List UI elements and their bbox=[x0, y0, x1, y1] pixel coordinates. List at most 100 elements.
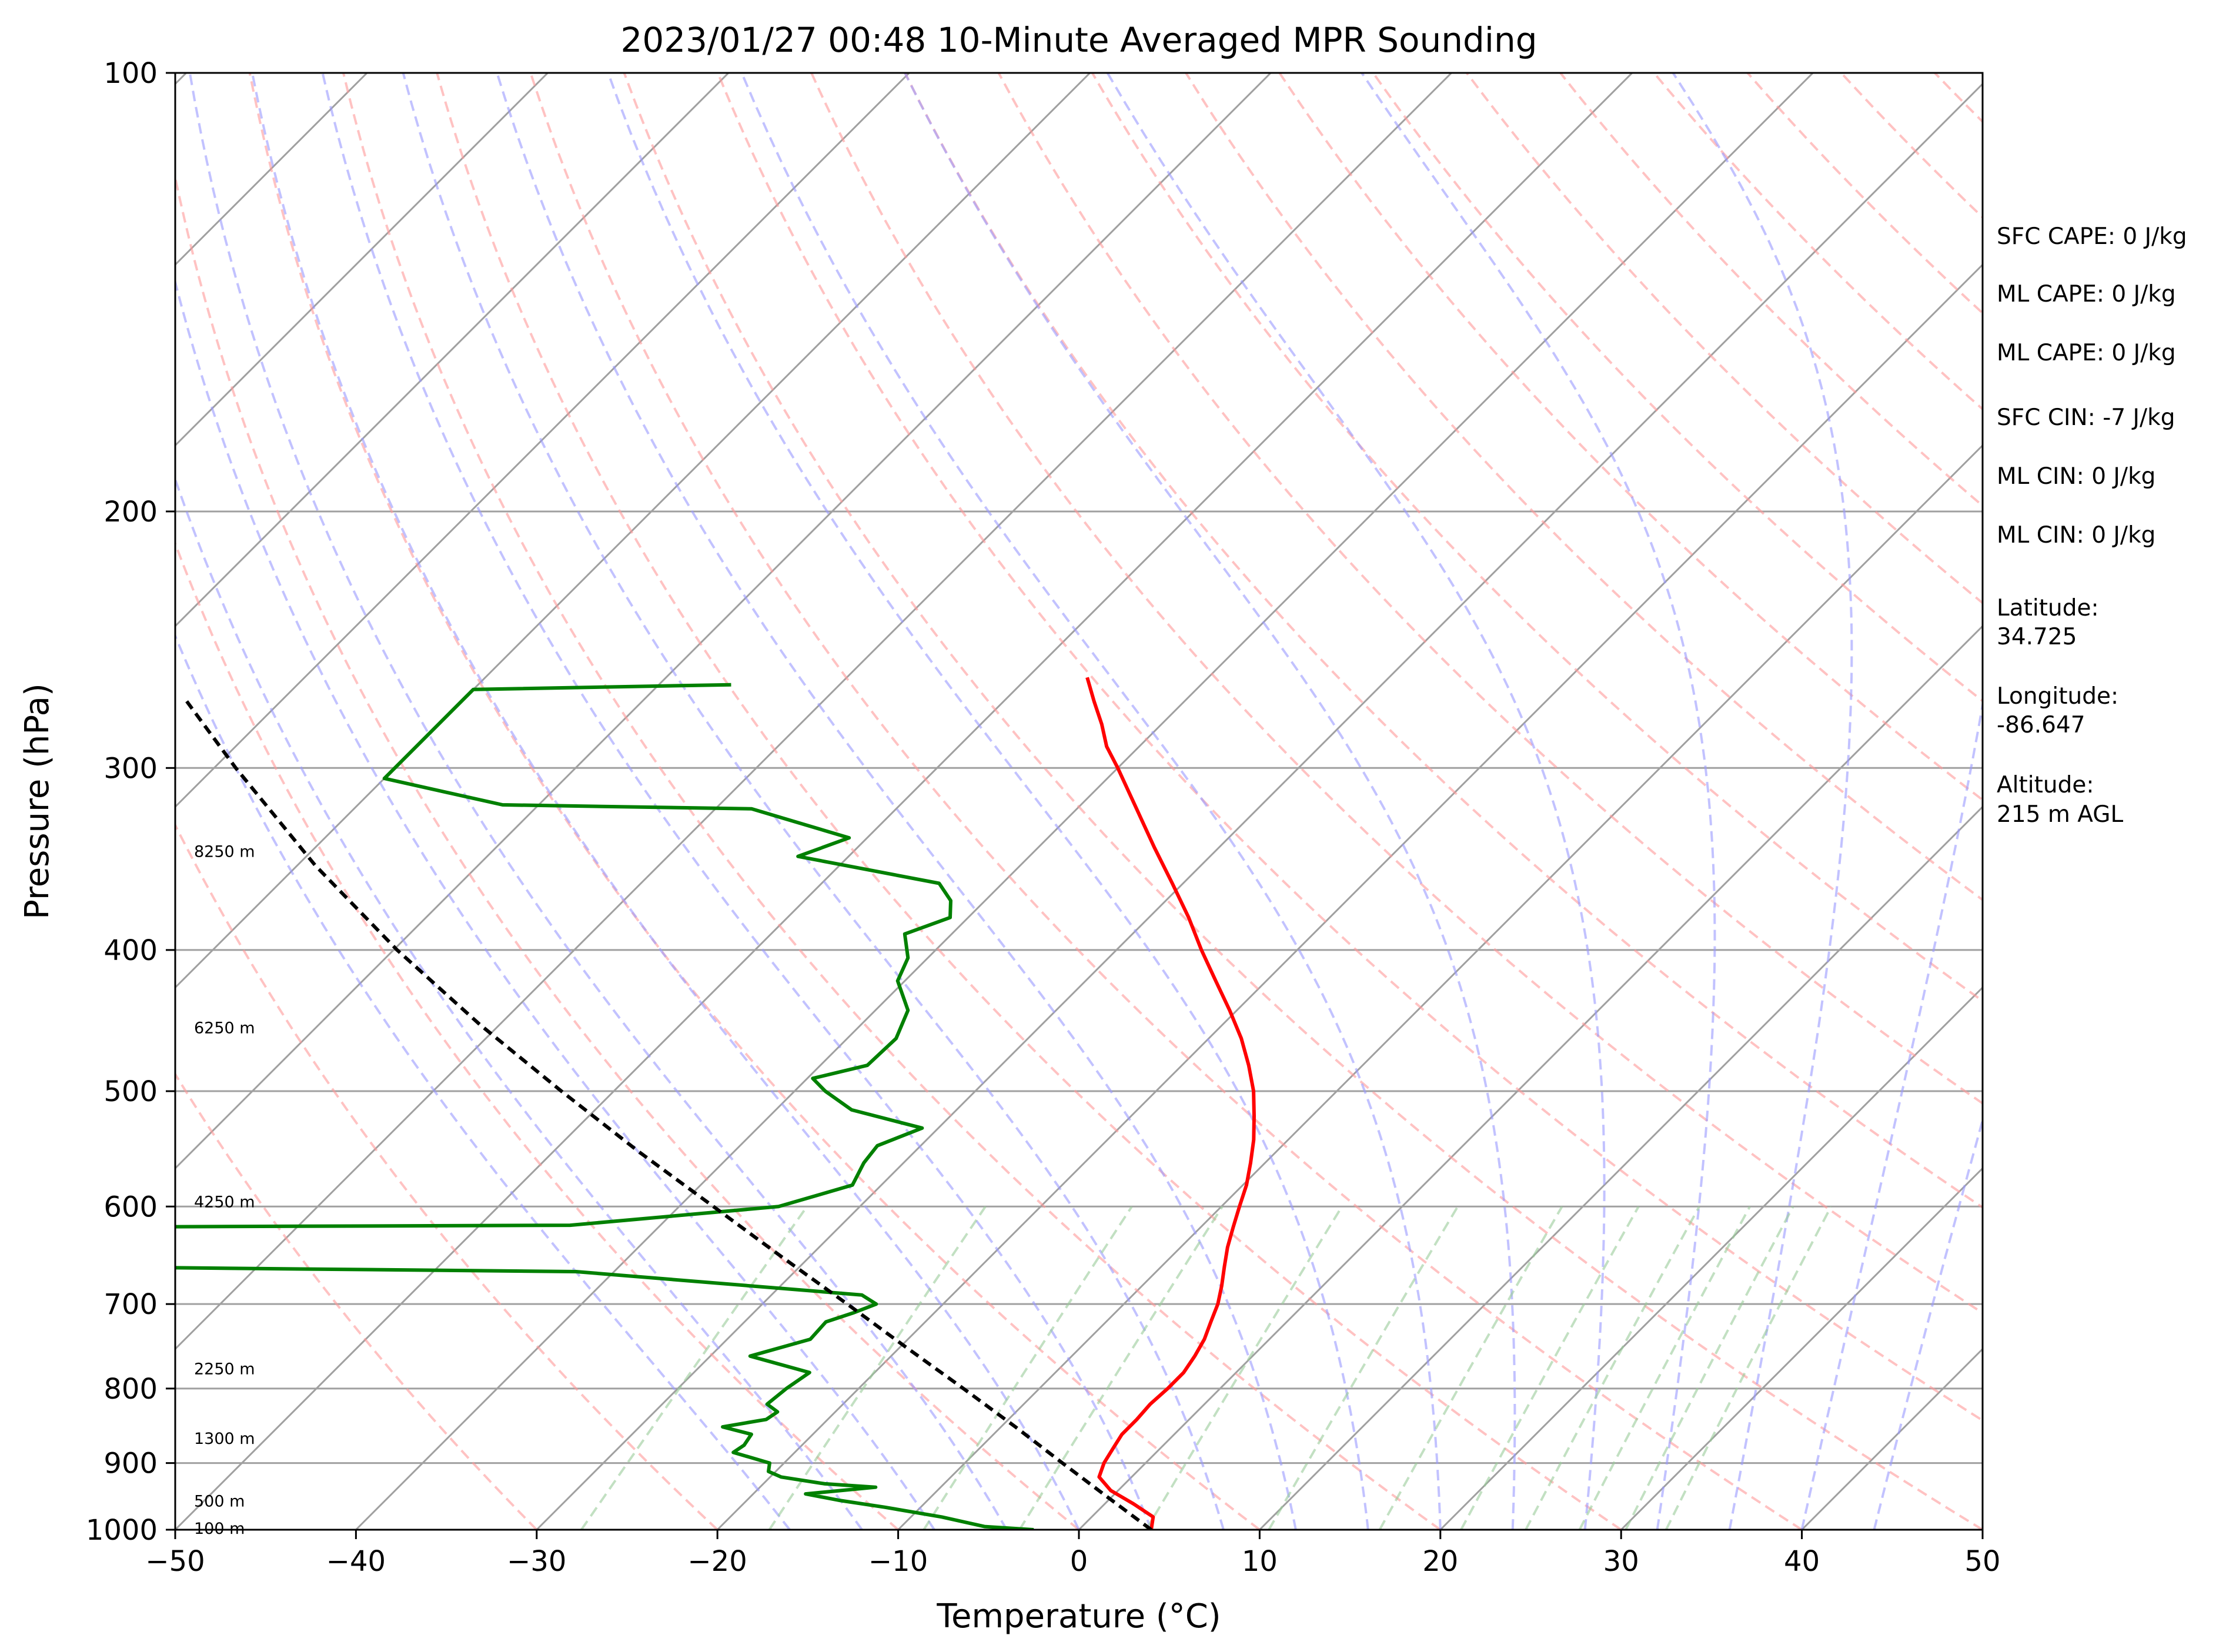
dry-adiabat bbox=[342, 73, 1441, 1530]
dry-adiabat bbox=[904, 73, 1983, 1209]
x-axis-label: Temperature (°C) bbox=[936, 1597, 1221, 1636]
isotherm-line bbox=[717, 263, 1983, 1530]
annotation-line: Longitude: bbox=[1997, 683, 2118, 710]
mixing-ratio-line bbox=[1625, 1206, 1794, 1530]
x-tick-label: 40 bbox=[1784, 1545, 1820, 1578]
mixing-ratio-line bbox=[923, 1206, 1133, 1530]
moist-adiabat bbox=[188, 73, 1008, 1530]
moist-adiabat bbox=[175, 476, 863, 1530]
annotation-line: Altitude: bbox=[1997, 772, 2094, 798]
isotherm-line bbox=[175, 73, 910, 808]
annotation-line: ML CIN: 0 J/kg bbox=[1997, 463, 2155, 490]
dry-adiabat bbox=[529, 73, 1803, 1530]
annotation-line: SFC CIN: -7 J/kg bbox=[1997, 404, 2175, 431]
axis-ticks: −50 −40 −30 −20 −10 0 10 20 30 40 50 100 200 300 400 50… bbox=[86, 57, 2001, 1578]
isotherm-line bbox=[175, 73, 1091, 989]
y-tick-label: 500 bbox=[103, 1075, 158, 1108]
dry-adiabat bbox=[810, 73, 1983, 1315]
isotherm-line bbox=[897, 444, 1983, 1530]
temperature-profile bbox=[1085, 677, 1256, 1530]
y-tick-label: 900 bbox=[103, 1447, 158, 1480]
moist-adiabat bbox=[1672, 73, 1853, 1530]
isotherm-line bbox=[175, 73, 1452, 1350]
x-tick-label: 10 bbox=[1242, 1545, 1278, 1578]
isotherm-line bbox=[175, 73, 549, 447]
y-tick-label: 100 bbox=[103, 57, 158, 90]
x-tick-label: −40 bbox=[326, 1545, 386, 1578]
background-lines bbox=[175, 73, 1983, 1530]
annotation-line: ML CIN: 0 J/kg bbox=[1997, 522, 2155, 549]
annotation-line: Latitude: bbox=[1997, 595, 2099, 621]
mixing-ratio-line bbox=[768, 1206, 987, 1530]
moist-adiabat bbox=[1873, 1116, 1983, 1530]
moist-adiabat bbox=[740, 73, 1442, 1530]
y-tick-label: 700 bbox=[103, 1288, 158, 1321]
mixing-ratio-line bbox=[1268, 1206, 1459, 1530]
y-tick-label: 800 bbox=[103, 1373, 158, 1406]
dry-adiabat bbox=[1278, 73, 1983, 802]
x-tick-label: −20 bbox=[688, 1545, 747, 1578]
y-axis-label: Pressure (hPa) bbox=[18, 683, 56, 919]
x-tick-label: −10 bbox=[868, 1545, 928, 1578]
moist-adiabat bbox=[321, 73, 1152, 1530]
sounding-profiles bbox=[175, 677, 1256, 1530]
annotation-line: SFC CAPE: 0 J/kg bbox=[1997, 223, 2187, 250]
parcel-profile bbox=[185, 700, 1152, 1530]
isotherm-line bbox=[1078, 624, 1983, 1530]
x-tick-label: −30 bbox=[507, 1545, 566, 1578]
dry-adiabat bbox=[1185, 73, 1983, 902]
dry-adiabat bbox=[175, 540, 899, 1530]
annotation-line: 34.725 bbox=[1997, 624, 2077, 650]
x-tick-label: −50 bbox=[145, 1545, 205, 1578]
moist-adiabat bbox=[175, 277, 935, 1530]
height-label: 500 m bbox=[194, 1492, 245, 1510]
dry-adiabat bbox=[997, 73, 1983, 1105]
isotherm-line bbox=[175, 73, 730, 628]
annotation-line: ML CAPE: 0 J/kg bbox=[1997, 281, 2176, 307]
moist-adiabat bbox=[1361, 73, 1716, 1530]
sounding-annotations: SFC CAPE: 0 J/kg ML CAPE: 0 J/kg ML CAPE: … bbox=[1997, 223, 2187, 828]
y-tick-label: 600 bbox=[103, 1190, 158, 1223]
x-tick-label: 0 bbox=[1070, 1545, 1088, 1578]
height-label: 8250 m bbox=[194, 842, 255, 861]
dry-adiabat bbox=[175, 822, 718, 1530]
height-label: 1300 m bbox=[194, 1430, 255, 1448]
dry-adiabat bbox=[175, 172, 1080, 1530]
height-labels: 100 m 500 m 1300 m 2250 m 4250 m 6250 m 8250 m bbox=[194, 842, 255, 1537]
isotherm-line bbox=[1439, 986, 1983, 1530]
mixing-ratio-line bbox=[1018, 1206, 1224, 1530]
mixing-ratio-line bbox=[1460, 1206, 1640, 1530]
height-label: 6250 m bbox=[194, 1019, 255, 1037]
mixing-ratio-line bbox=[1378, 1206, 1563, 1530]
dry-adiabat bbox=[1091, 73, 1983, 1003]
dry-adiabat bbox=[623, 73, 1983, 1530]
isotherm-line bbox=[175, 73, 1272, 1170]
y-tick-label: 300 bbox=[103, 752, 158, 785]
mixing-ratio-line bbox=[1145, 1206, 1343, 1530]
height-label: 4250 m bbox=[194, 1193, 255, 1211]
y-tick-label: 200 bbox=[103, 496, 158, 529]
height-label: 100 m bbox=[194, 1520, 245, 1538]
isotherm-line bbox=[355, 73, 1814, 1530]
mixing-ratio-line bbox=[1665, 1206, 1833, 1530]
moist-adiabat bbox=[904, 73, 1516, 1530]
x-tick-label: 50 bbox=[1964, 1545, 2000, 1578]
annotation-line: -86.647 bbox=[1997, 712, 2085, 738]
y-tick-label: 400 bbox=[103, 934, 158, 967]
isotherm-line bbox=[175, 73, 1633, 1530]
dry-adiabat bbox=[436, 73, 1622, 1530]
moist-adiabat bbox=[496, 73, 1297, 1530]
annotation-line: ML CAPE: 0 J/kg bbox=[1997, 340, 2176, 366]
isotherm-line bbox=[1259, 805, 1983, 1530]
annotation-line: 215 m AGL bbox=[1997, 801, 2123, 828]
chart-title: 2023/01/27 00:48 10-Minute Averaged MPR … bbox=[620, 20, 1537, 60]
moist-adiabat bbox=[607, 73, 1369, 1530]
y-tick-label: 1000 bbox=[86, 1514, 158, 1547]
x-tick-label: 30 bbox=[1603, 1545, 1639, 1578]
isotherm-line bbox=[1620, 1167, 1983, 1530]
moist-adiabat bbox=[175, 633, 791, 1530]
mixing-ratio-line bbox=[580, 1206, 808, 1530]
x-tick-label: 20 bbox=[1422, 1545, 1458, 1578]
